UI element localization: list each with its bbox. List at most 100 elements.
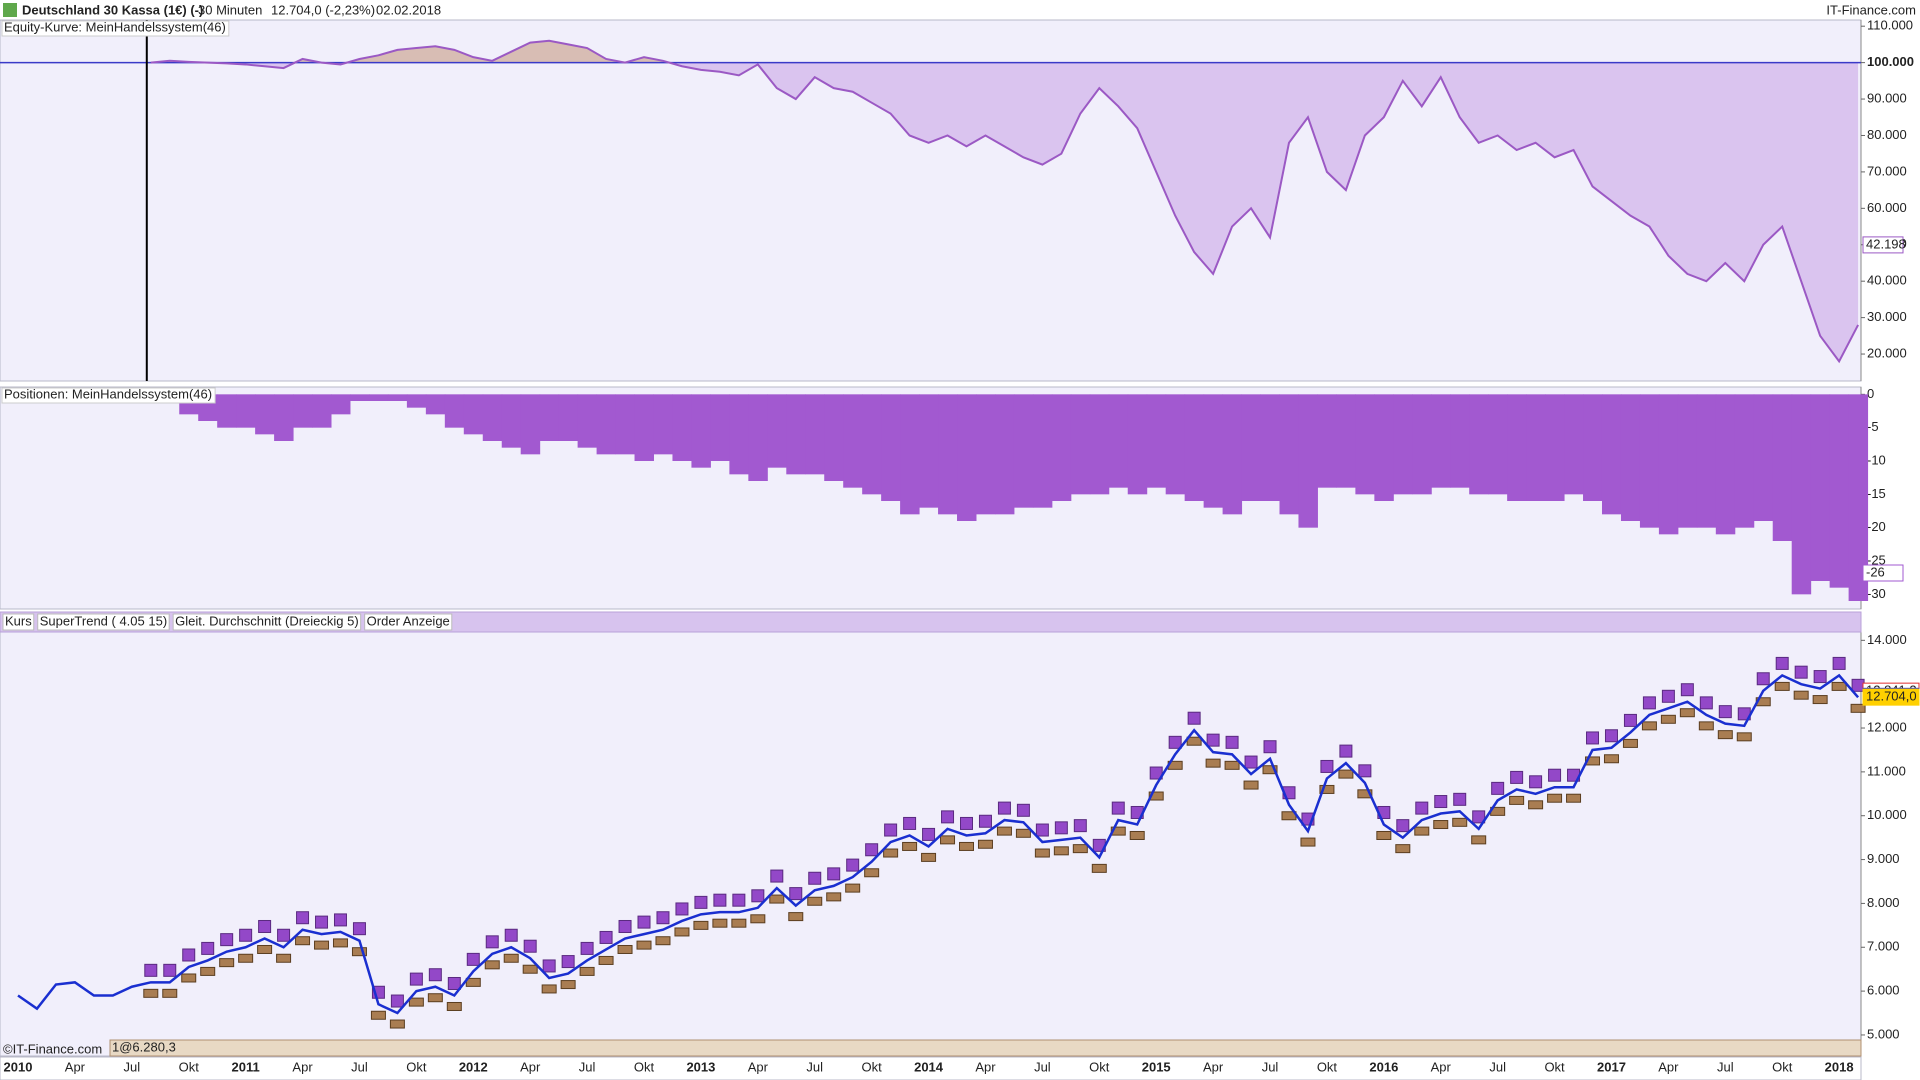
order-marker-sell bbox=[636, 940, 652, 950]
position-bar bbox=[596, 394, 617, 455]
equity-area-below bbox=[150, 62, 1859, 362]
order-marker-buy bbox=[1415, 801, 1429, 815]
x-tick-label: Jul bbox=[1489, 1059, 1506, 1074]
x-tick-label: Jul bbox=[1717, 1059, 1734, 1074]
x-tick-label: 2018 bbox=[1825, 1059, 1854, 1074]
order-marker-buy bbox=[1187, 711, 1201, 725]
y-tick-label: 9.000 bbox=[1867, 851, 1900, 866]
position-bar bbox=[1848, 394, 1869, 601]
position-bar bbox=[255, 394, 275, 435]
order-marker-sell bbox=[465, 977, 481, 987]
order-marker-sell bbox=[1357, 789, 1373, 799]
x-tick-label: 2015 bbox=[1142, 1059, 1171, 1074]
position-bar bbox=[919, 394, 939, 508]
position-bar bbox=[710, 394, 730, 461]
order-marker-sell bbox=[1641, 721, 1657, 731]
y-tick-label: -15 bbox=[1867, 486, 1886, 501]
position-bar bbox=[1032, 394, 1053, 508]
legend-label: Gleit. Durchschnitt (Dreieckig 5) bbox=[175, 613, 359, 628]
order-marker-sell bbox=[1774, 681, 1790, 691]
x-tick-label: 2013 bbox=[686, 1059, 715, 1074]
order-marker-sell bbox=[389, 1019, 405, 1029]
panel-label: Equity-Kurve: MeinHandelssystem(46) bbox=[4, 19, 226, 34]
position-bar bbox=[1507, 394, 1527, 501]
x-tick-label: 2014 bbox=[914, 1059, 944, 1074]
quote: 12.704,0 (-2,23%) bbox=[271, 2, 375, 17]
order-marker-buy bbox=[960, 816, 973, 830]
order-marker-sell bbox=[1243, 780, 1259, 790]
x-tick-label: Okt bbox=[1089, 1059, 1110, 1074]
date-axis-bg bbox=[0, 1056, 1862, 1080]
y-tick-label: 60.000 bbox=[1867, 200, 1907, 215]
order-marker-buy bbox=[1472, 810, 1486, 824]
order-marker-buy bbox=[1661, 689, 1675, 703]
order-marker-sell bbox=[1547, 793, 1563, 803]
panel-label-box bbox=[1, 20, 230, 37]
order-marker-buy bbox=[1054, 821, 1068, 835]
order-marker-sell bbox=[351, 947, 367, 957]
order-marker-sell bbox=[655, 936, 671, 946]
order-marker-sell bbox=[276, 953, 292, 963]
order-marker-buy bbox=[1529, 775, 1543, 789]
order-marker-sell bbox=[1205, 758, 1221, 768]
order-marker-buy bbox=[903, 816, 917, 830]
order-marker-sell bbox=[219, 958, 235, 968]
order-marker-sell bbox=[1224, 760, 1240, 770]
y-tick-label: 11.000 bbox=[1867, 763, 1906, 778]
order-marker-sell bbox=[1300, 837, 1316, 847]
order-marker-sell bbox=[1717, 730, 1733, 740]
order-marker-sell bbox=[200, 966, 216, 976]
position-bar bbox=[1526, 394, 1546, 501]
order-marker-buy bbox=[1320, 759, 1334, 773]
order-marker-sell bbox=[1660, 714, 1676, 724]
x-tick-label: Okt bbox=[634, 1059, 655, 1074]
position-bar bbox=[1127, 394, 1148, 495]
order-marker-buy bbox=[751, 889, 765, 903]
x-tick-label: Jul bbox=[1034, 1059, 1051, 1074]
quote-date: 02.02.2018 bbox=[376, 2, 441, 17]
order-marker-sell bbox=[541, 984, 557, 994]
order-marker-sell bbox=[1793, 690, 1809, 700]
order-marker-buy bbox=[296, 911, 310, 925]
position-bar bbox=[1279, 394, 1299, 515]
order-marker-buy bbox=[827, 867, 841, 881]
order-marker-sell bbox=[807, 896, 823, 906]
x-tick-label: Jul bbox=[351, 1059, 368, 1074]
x-tick-label: Jul bbox=[579, 1059, 596, 1074]
order-marker-sell bbox=[1091, 863, 1107, 873]
position-bar bbox=[1431, 394, 1451, 488]
order-marker-buy bbox=[1358, 764, 1372, 778]
indicator-strip bbox=[0, 611, 1862, 633]
position-bar bbox=[501, 394, 522, 448]
position-bar bbox=[236, 394, 256, 428]
y-tick-label: -20 bbox=[1867, 519, 1886, 534]
order-marker-sell bbox=[1812, 695, 1828, 705]
order-marker-sell bbox=[1566, 793, 1582, 803]
last-value-label: -26 bbox=[1866, 564, 1885, 579]
y-tick-label: 110.000 bbox=[1867, 18, 1913, 33]
order-marker-sell bbox=[1679, 708, 1695, 718]
position-bar bbox=[1696, 394, 1717, 528]
order-marker-buy bbox=[656, 911, 670, 925]
position-bar bbox=[1791, 394, 1812, 595]
order-marker-buy bbox=[182, 948, 196, 962]
order-marker-buy bbox=[713, 893, 727, 907]
order-marker-sell bbox=[1262, 765, 1278, 775]
order-marker-buy bbox=[1434, 795, 1448, 809]
order-strip bbox=[109, 1039, 1862, 1057]
order-marker-buy bbox=[333, 913, 347, 927]
order-marker-buy bbox=[997, 801, 1011, 815]
position-bar bbox=[1829, 394, 1850, 588]
position-bar bbox=[1658, 394, 1679, 535]
order-marker-buy bbox=[922, 827, 936, 841]
order-marker-sell bbox=[1433, 820, 1449, 830]
position-bar bbox=[1089, 394, 1110, 495]
order-marker-sell bbox=[693, 920, 709, 930]
order-marker-buy bbox=[1548, 768, 1562, 782]
position-bar bbox=[748, 394, 768, 481]
order-marker-buy bbox=[789, 887, 803, 901]
order-marker-sell bbox=[731, 918, 747, 928]
y-tick-label: 20.000 bbox=[1867, 345, 1907, 360]
order-marker-sell bbox=[1528, 800, 1544, 810]
order-marker-sell bbox=[1053, 846, 1069, 856]
